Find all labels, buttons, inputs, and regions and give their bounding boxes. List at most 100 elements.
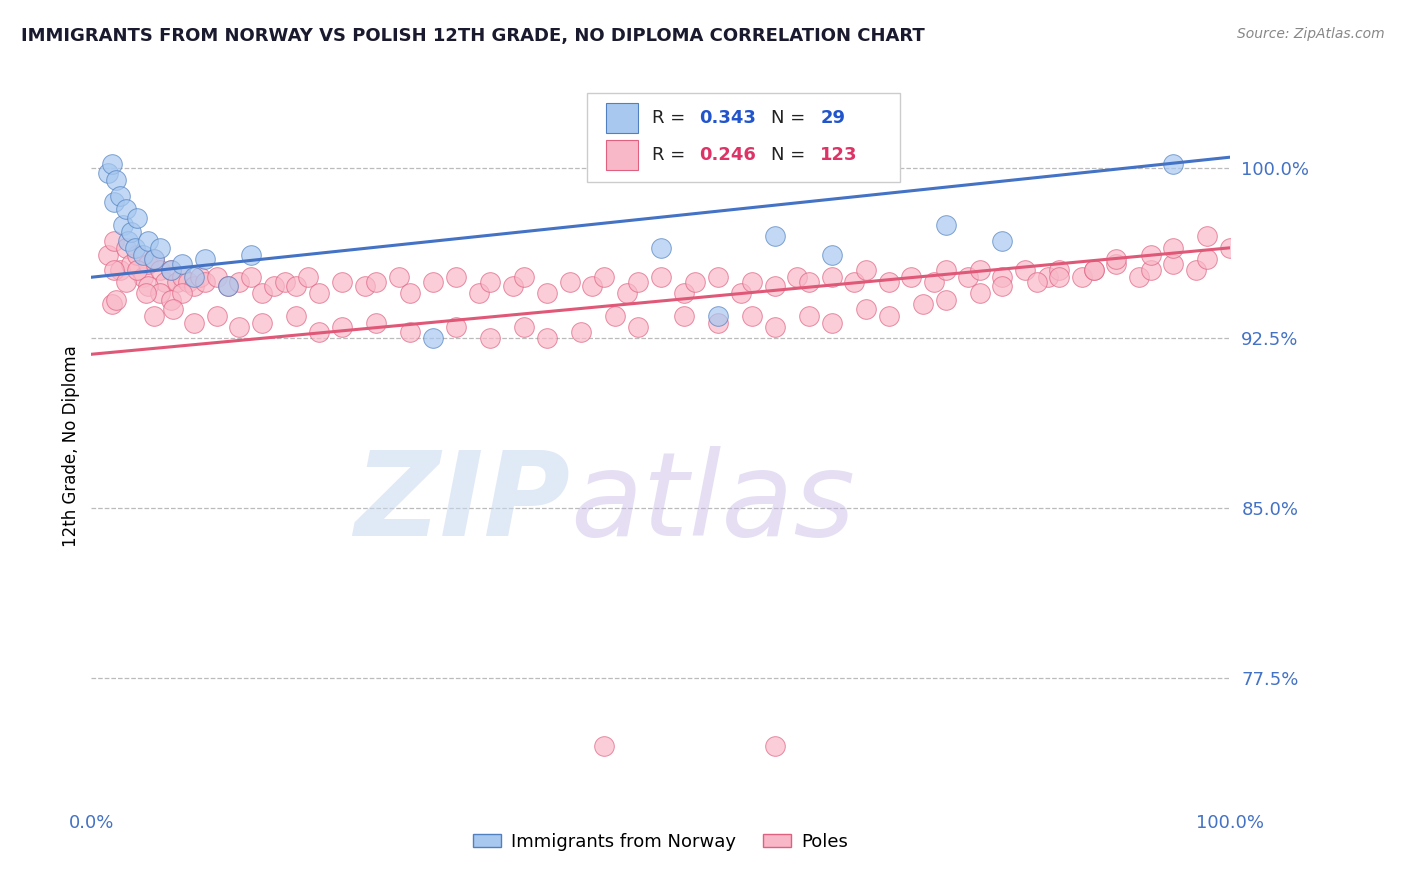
Point <box>741 275 763 289</box>
Point <box>162 301 184 316</box>
Point <box>1071 270 1094 285</box>
Point <box>820 316 842 330</box>
Point <box>991 234 1014 248</box>
Point <box>502 279 524 293</box>
Point <box>250 316 273 330</box>
Point <box>957 270 980 285</box>
Point <box>1105 252 1128 266</box>
Point <box>166 275 188 289</box>
Point <box>183 316 205 330</box>
Point <box>114 202 136 217</box>
Text: 29: 29 <box>820 110 845 128</box>
Point <box>143 252 166 266</box>
Point <box>1197 252 1219 266</box>
Point <box>991 270 1014 285</box>
Point <box>786 270 808 285</box>
Point <box>911 297 934 311</box>
Point <box>138 279 160 293</box>
Point <box>1025 275 1047 289</box>
Point <box>250 286 273 301</box>
Point <box>969 286 991 301</box>
Point <box>308 325 330 339</box>
Point <box>1161 157 1184 171</box>
Point <box>194 252 217 266</box>
Point <box>1139 263 1161 277</box>
Point <box>183 279 205 293</box>
Point <box>138 257 160 271</box>
Point <box>172 286 194 301</box>
Point <box>1161 257 1184 271</box>
Point <box>177 275 200 289</box>
Point <box>160 263 183 277</box>
Point <box>1128 270 1150 285</box>
Text: 0.246: 0.246 <box>700 146 756 164</box>
Point <box>763 279 786 293</box>
Point <box>101 157 124 171</box>
Point <box>593 270 616 285</box>
Point <box>706 270 728 285</box>
FancyBboxPatch shape <box>586 93 900 182</box>
Point <box>183 270 205 285</box>
Point <box>922 275 945 289</box>
Point <box>1083 263 1105 277</box>
Point <box>108 263 131 277</box>
Legend: Immigrants from Norway, Poles: Immigrants from Norway, Poles <box>467 826 855 858</box>
Point <box>239 270 262 285</box>
Text: R =: R = <box>652 110 690 128</box>
Point <box>422 275 444 289</box>
Point <box>763 229 786 244</box>
Point <box>934 218 956 232</box>
Point <box>108 188 131 202</box>
Point <box>616 286 638 301</box>
Point <box>124 241 146 255</box>
Point <box>114 241 136 255</box>
Point <box>105 293 128 307</box>
Point <box>217 279 239 293</box>
Point <box>444 320 467 334</box>
Point <box>558 275 581 289</box>
Point <box>730 286 752 301</box>
Point <box>228 320 250 334</box>
Text: ZIP: ZIP <box>354 446 569 560</box>
Point <box>763 320 786 334</box>
Point <box>285 309 308 323</box>
Point <box>855 301 877 316</box>
Point <box>103 263 125 277</box>
Point <box>536 286 558 301</box>
Point <box>149 241 172 255</box>
Point <box>1219 241 1241 255</box>
Point <box>364 316 387 330</box>
Point <box>97 247 120 261</box>
Point <box>274 275 297 289</box>
Point <box>399 286 422 301</box>
Point <box>1083 263 1105 277</box>
Text: 0.343: 0.343 <box>700 110 756 128</box>
Point <box>330 275 353 289</box>
Point <box>1139 247 1161 261</box>
Point <box>103 195 125 210</box>
Point <box>513 270 536 285</box>
Point <box>672 286 695 301</box>
Point <box>478 331 501 345</box>
Point <box>991 279 1014 293</box>
Y-axis label: 12th Grade, No Diploma: 12th Grade, No Diploma <box>62 345 80 547</box>
Point <box>125 211 148 226</box>
Point <box>934 293 956 307</box>
Point <box>263 279 285 293</box>
Point <box>117 234 139 248</box>
Point <box>581 279 603 293</box>
Point <box>855 263 877 277</box>
Point <box>131 270 153 285</box>
Point <box>969 263 991 277</box>
Point <box>105 173 128 187</box>
Point <box>1161 241 1184 255</box>
Point <box>877 309 900 323</box>
Text: Source: ZipAtlas.com: Source: ZipAtlas.com <box>1237 27 1385 41</box>
Point <box>797 275 820 289</box>
Point <box>125 263 148 277</box>
Point <box>364 275 387 289</box>
Point <box>536 331 558 345</box>
Point <box>205 309 228 323</box>
Text: N =: N = <box>772 110 811 128</box>
Point <box>467 286 489 301</box>
